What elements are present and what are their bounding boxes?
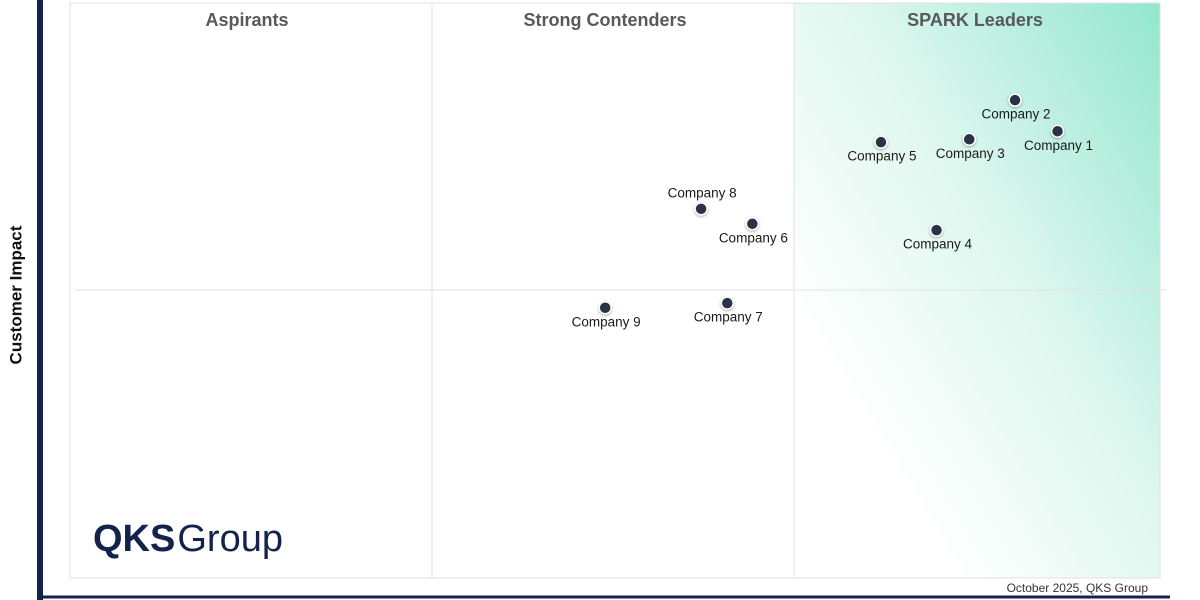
quadrant-label: SPARK Leaders [907,10,1043,30]
footnote: October 2025, QKS Group [1007,581,1149,595]
point [745,217,760,231]
logo: QKSGroup [93,518,283,560]
point-label: Company 2 [982,107,1051,122]
point [694,202,708,216]
point-label: Company 4 [903,237,973,252]
y-axis [37,0,43,600]
point-label: Company 1 [1024,138,1093,153]
point [874,135,888,149]
point [720,296,735,310]
point-label: Company 7 [694,310,763,325]
quadrant-label: Strong Contenders [523,10,686,30]
point-label: Company 6 [719,230,788,245]
point [929,223,944,237]
point [962,132,976,147]
point [598,301,612,315]
point [1008,93,1022,107]
point-label: Company 8 [668,185,737,200]
logo-regular: Group [177,518,283,560]
point [1050,124,1065,138]
y-axis-label: Customer Impact [6,225,25,364]
quadrant-label: Aspirants [205,10,288,30]
point-label: Company 3 [936,146,1005,161]
logo-bold: QKS [93,518,175,560]
point-label: Company 5 [847,149,916,164]
point-label: Company 9 [572,314,641,329]
